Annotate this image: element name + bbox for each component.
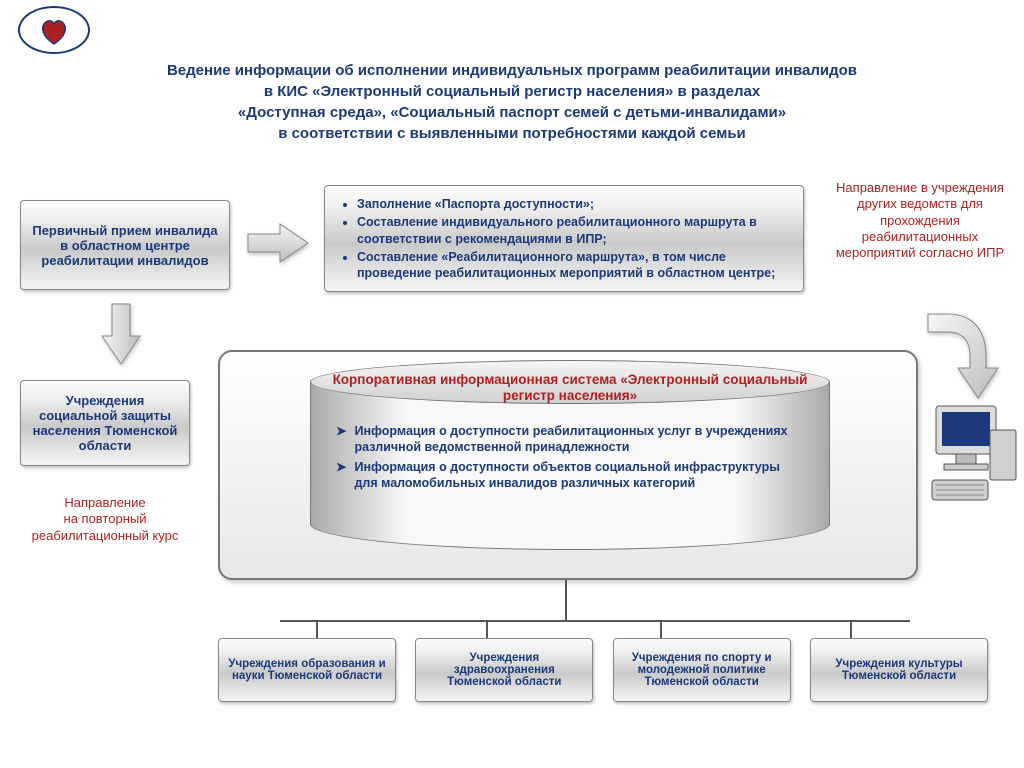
connector [660, 620, 662, 638]
title-line: в КИС «Электронный социальный регистр на… [0, 81, 1024, 102]
connector [486, 620, 488, 638]
chevron-icon: ➤ [336, 423, 346, 439]
arrow-down-icon [100, 302, 142, 366]
connector [280, 620, 910, 622]
page-title: Ведение информации об исполнении индивид… [0, 60, 1024, 144]
org-logo [18, 6, 90, 54]
box-text: Первичный прием инвалида в областном цен… [31, 223, 219, 268]
heart-hands-icon [34, 10, 74, 50]
title-line: «Доступная среда», «Социальный паспорт с… [0, 102, 1024, 123]
action-item: Заполнение «Паспорта доступности»; [357, 196, 793, 212]
title-line: в соответствии с выявленными потребностя… [0, 123, 1024, 144]
box-education: Учреждения образования и науки Тюменской… [218, 638, 396, 702]
action-item: Составление индивидуального реабилитацио… [357, 214, 793, 247]
box-text: Учреждения по спорту и молодежной полити… [620, 652, 784, 688]
box-text: Учреждения социальной защиты населения Т… [31, 393, 179, 453]
db-title: Корпоративная информационная система «Эл… [310, 372, 830, 404]
label-direction-other-agencies: Направление в учреждения других ведомств… [830, 180, 1010, 261]
db-bullet: Информация о доступности объектов социал… [354, 459, 804, 492]
action-item: Составление «Реабилитационного маршрута»… [357, 249, 793, 282]
connector [850, 620, 852, 638]
box-actions: Заполнение «Паспорта доступности»; Соста… [324, 185, 804, 292]
computer-icon [930, 400, 1020, 515]
bottom-institutions-row: Учреждения образования и науки Тюменской… [218, 638, 988, 702]
box-text: Учреждения культуры Тюменской области [817, 658, 981, 682]
db-body: ➤ Информация о доступности реабилитацион… [336, 420, 804, 494]
db-bullet: Информация о доступности реабилитационны… [354, 423, 804, 456]
connector [316, 620, 318, 638]
label-repeat-course: Направление на повторный реабилитационны… [20, 495, 190, 544]
box-health: Учреждения здравоохранения Тюменской обл… [415, 638, 593, 702]
database-cylinder: Корпоративная информационная система «Эл… [310, 360, 830, 560]
arrow-curve-down-icon [922, 312, 1002, 400]
arrow-right-icon [246, 222, 310, 264]
box-primary-reception: Первичный прием инвалида в областном цен… [20, 200, 230, 290]
box-sport-youth: Учреждения по спорту и молодежной полити… [613, 638, 791, 702]
box-culture: Учреждения культуры Тюменской области [810, 638, 988, 702]
title-line: Ведение информации об исполнении индивид… [0, 60, 1024, 81]
box-social-protection: Учреждения социальной защиты населения Т… [20, 380, 190, 466]
box-text: Учреждения образования и науки Тюменской… [225, 658, 389, 682]
connector [565, 580, 567, 620]
box-text: Учреждения здравоохранения Тюменской обл… [422, 652, 586, 688]
chevron-icon: ➤ [336, 459, 346, 475]
